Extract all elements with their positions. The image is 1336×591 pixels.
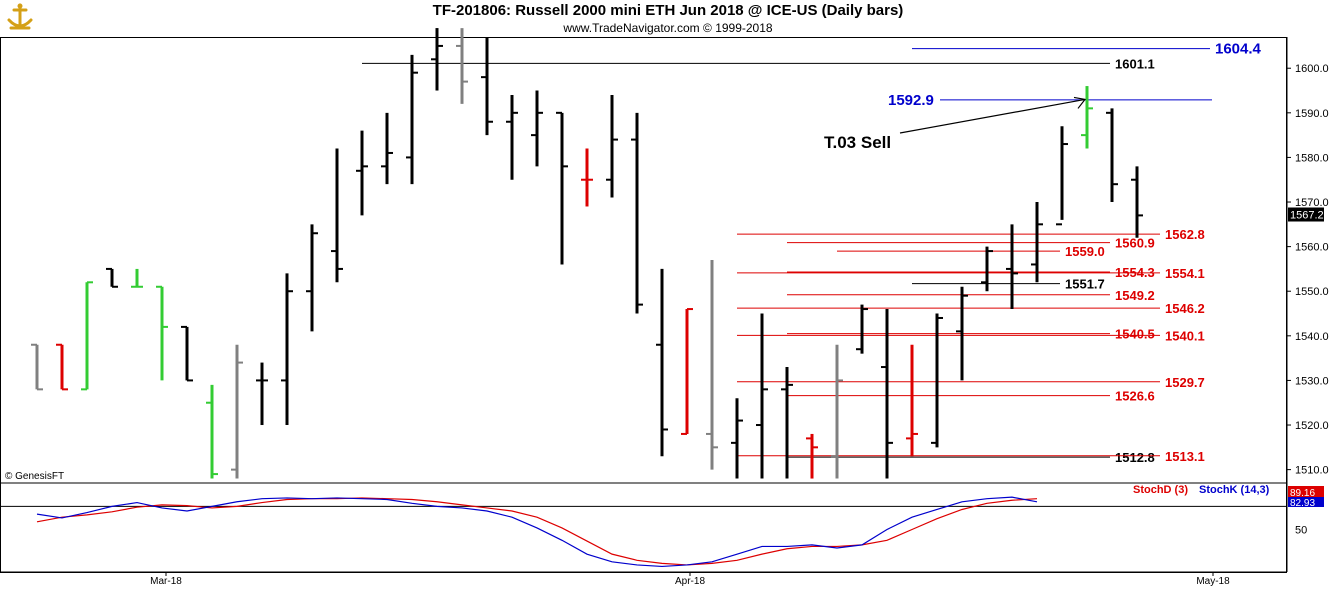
ohlc-bar (456, 28, 468, 104)
ohlc-bar (481, 37, 493, 136)
level-label: 1546.2 (1165, 301, 1205, 316)
last-price-label: 1567.2 (1290, 210, 1324, 222)
level-label: 1601.1 (1115, 56, 1155, 71)
level-label: 1559.0 (1065, 244, 1105, 259)
stochk-line (36, 496, 1038, 568)
ohlc-bar (631, 112, 643, 314)
level-label: 1540.5 (1115, 327, 1155, 342)
annotation-arrowhead (1073, 96, 1087, 109)
stochd-line (36, 497, 1038, 566)
ohlc-bar (206, 384, 218, 479)
stochk-value-box (1288, 497, 1324, 507)
ohlc-bar (231, 344, 243, 479)
copyright-label: © GenesisFT (5, 471, 64, 482)
ohlc-bar (556, 111, 568, 265)
ohlc-bar (681, 308, 693, 435)
x-tick-label: Apr-18 (675, 576, 705, 587)
ohlc-bar (956, 286, 968, 381)
ohlc-bar (131, 268, 143, 288)
ohlc-bar (431, 28, 443, 91)
ohlc-bar (581, 148, 593, 207)
level-label: 1540.1 (1165, 328, 1205, 343)
ohlc-bar (731, 398, 743, 479)
y-tick-label: 1520.0 (1295, 420, 1329, 432)
ohlc-bar (981, 246, 993, 292)
ohlc-bar (1106, 108, 1118, 203)
ohlc-bar (56, 343, 68, 391)
ohlc-bar (1131, 166, 1143, 238)
ohlc-bar (656, 268, 668, 457)
ohlc-bar (531, 90, 543, 167)
ohlc-bar (356, 130, 368, 216)
ohlc-bar (906, 344, 918, 457)
ohlc-bar (781, 367, 793, 479)
annotation-arrow (899, 98, 1086, 134)
y-tick-label: 1530.0 (1295, 375, 1329, 387)
level-label: 1513.1 (1165, 449, 1205, 464)
ohlc-bar (381, 112, 393, 185)
y-tick-label: 1560.0 (1295, 242, 1329, 254)
ohlc-bar (281, 273, 293, 426)
legend-stochd: StochD (3) (1133, 484, 1188, 496)
ohlc-bar (1006, 224, 1018, 310)
ohlc-bar (181, 325, 193, 382)
stochd-value-box (1288, 486, 1324, 498)
level-label: 1551.7 (1065, 277, 1105, 292)
ohlc-bar (931, 313, 943, 448)
y-tick-label: 1580.0 (1295, 152, 1329, 164)
y-tick-label: 1550.0 (1295, 286, 1329, 298)
ohlc-bar (756, 313, 768, 479)
level-label: 1592.9 (888, 92, 934, 109)
y-tick-label: 1540.0 (1295, 331, 1329, 343)
ohlc-bar (31, 343, 43, 391)
trade-navigator-logo-icon (3, 2, 37, 34)
ohlc-bar (856, 304, 868, 354)
ohlc-bar (1081, 86, 1093, 149)
ohlc-bar (306, 224, 318, 332)
y-tick-label: 1600.0 (1295, 63, 1329, 75)
plot-frame (0, 37, 1287, 573)
ohlc-bar (606, 94, 618, 198)
ohlc-bar (706, 260, 718, 470)
level-label: 1554.1 (1165, 266, 1205, 281)
indicator-tick-label: 50 (1295, 525, 1307, 537)
x-tick-label: May-18 (1196, 576, 1230, 587)
ohlc-bar (831, 344, 843, 479)
y-tick-label: 1590.0 (1295, 108, 1329, 120)
ohlc-bar (806, 433, 818, 479)
level-label: 1549.2 (1115, 288, 1155, 303)
y-tick-label: 1510.0 (1295, 465, 1329, 477)
ohlc-bar (81, 281, 93, 391)
level-label: 1529.7 (1165, 375, 1205, 390)
ohlc-bar (881, 309, 893, 479)
level-label: 1512.8 (1115, 450, 1155, 465)
level-label: 1604.4 (1215, 41, 1262, 58)
ohlc-bar (256, 362, 268, 426)
last-price-box (1288, 207, 1324, 222)
stochk-value-label: 82.93 (1290, 498, 1315, 509)
chart-title: TF-201806: Russell 2000 mini ETH Jun 201… (432, 2, 904, 19)
ohlc-bar (1056, 126, 1068, 226)
ohlc-bar (406, 54, 418, 185)
ohlc-bar (506, 94, 518, 180)
level-label: 1562.8 (1165, 227, 1205, 242)
annotation-label: T.03 Sell (824, 133, 891, 152)
legend-stochk: StochK (14,3) (1199, 484, 1270, 496)
y-tick-label: 1570.0 (1295, 197, 1329, 209)
level-label: 1560.9 (1115, 236, 1155, 251)
chart-subtitle: www.TradeNavigator.com © 1999-2018 (563, 21, 773, 35)
level-label: 1526.6 (1115, 389, 1155, 404)
stochd-value-label: 89.16 (1290, 488, 1315, 499)
ohlc-bar (156, 285, 168, 381)
ohlc-bar (1031, 202, 1043, 283)
ohlc-bar (331, 148, 343, 283)
ohlc-bar (106, 267, 118, 288)
x-tick-label: Mar-18 (150, 576, 182, 587)
